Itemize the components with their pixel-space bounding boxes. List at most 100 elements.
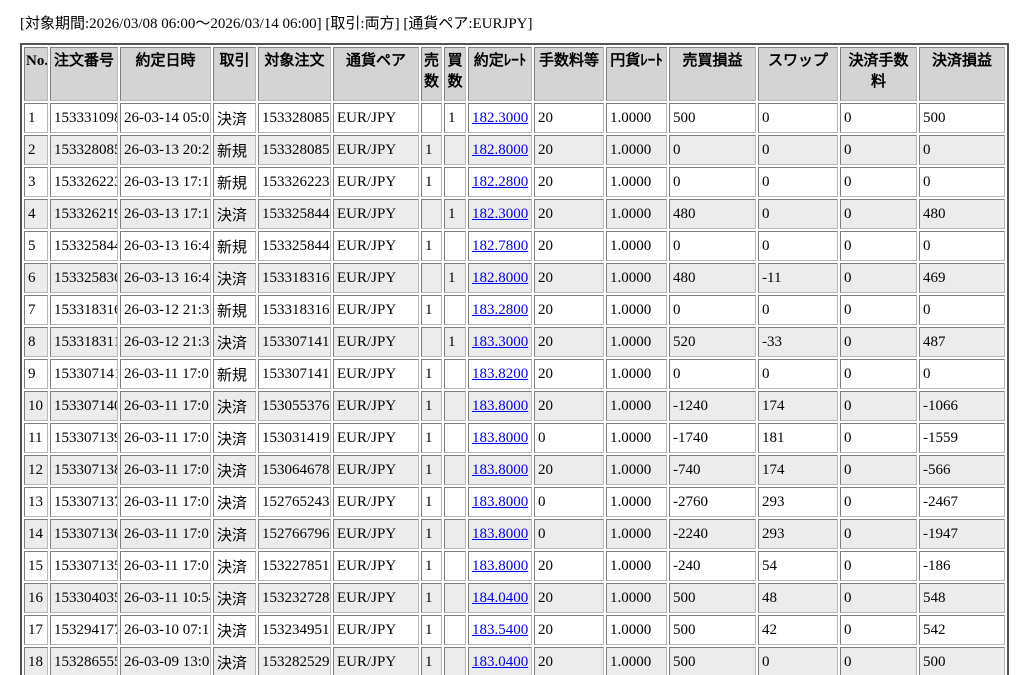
cell-sell-qty: 1 (421, 167, 442, 197)
cell-execution-datetime: 26-03-11 17:01 (120, 455, 211, 485)
col-header-swap: スワップ (758, 47, 838, 101)
execution-rate-link[interactable]: 183.8000 (472, 461, 529, 478)
execution-rate-link[interactable]: 183.0400 (472, 653, 529, 670)
cell-execution-datetime: 26-03-11 17:01 (120, 519, 211, 549)
cell-execution-rate: 182.2800 (468, 167, 532, 197)
execution-rate-link[interactable]: 182.3000 (472, 109, 529, 126)
cell-buy-qty (444, 647, 466, 675)
cell-settlement-fee: 0 (840, 263, 917, 293)
cell-target-order: 152766796 (258, 519, 331, 549)
cell-buy-qty (444, 615, 466, 645)
cell-sell-qty: 1 (421, 519, 442, 549)
cell-no: 6 (24, 263, 48, 293)
col-header-currency-pair: 通貨ペア (333, 47, 419, 101)
cell-fees: 20 (534, 103, 604, 133)
cell-execution-datetime: 26-03-13 16:43 (120, 263, 211, 293)
execution-rate-link[interactable]: 182.8000 (472, 269, 529, 286)
cell-trade-type: 決済 (213, 647, 256, 675)
cell-sell-qty (421, 103, 442, 133)
cell-settlement-fee: 0 (840, 487, 917, 517)
cell-execution-rate: 183.8000 (468, 391, 532, 421)
cell-no: 18 (24, 647, 48, 675)
execution-rate-link[interactable]: 183.8200 (472, 365, 529, 382)
cell-fees: 20 (534, 199, 604, 229)
cell-swap: 42 (758, 615, 838, 645)
cell-execution-datetime: 26-03-13 20:26 (120, 135, 211, 165)
cell-no: 8 (24, 327, 48, 357)
execution-rate-link[interactable]: 183.8000 (472, 525, 529, 542)
col-header-settlement-fee: 決済手数料 (840, 47, 917, 101)
cell-settlement-pl: 542 (919, 615, 1005, 645)
cell-buy-qty (444, 295, 466, 325)
cell-trade-type: 決済 (213, 455, 256, 485)
cell-trading-pl: 480 (669, 263, 756, 293)
execution-rate-link[interactable]: 182.3000 (472, 205, 529, 222)
cell-settlement-pl: 0 (919, 295, 1005, 325)
execution-rate-link[interactable]: 183.8000 (472, 397, 529, 414)
cell-trading-pl: 0 (669, 167, 756, 197)
table-header-row: No. 注文番号 約定日時 取引 対象注文 通貨ペア 売数 買数 約定ﾚｰﾄ 手… (24, 47, 1005, 101)
cell-jpy-rate: 1.0000 (606, 167, 667, 197)
execution-rate-link[interactable]: 183.8000 (472, 557, 529, 574)
col-header-execution-datetime: 約定日時 (120, 47, 211, 101)
cell-trade-type: 決済 (213, 423, 256, 453)
cell-settlement-fee: 0 (840, 391, 917, 421)
table-row: 5 153325844 26-03-13 16:43 新規 153325844 EUR/J… (24, 231, 1005, 261)
col-header-trading-pl: 売買損益 (669, 47, 756, 101)
execution-rate-link[interactable]: 183.5400 (472, 621, 529, 638)
execution-rate-link[interactable]: 183.3000 (472, 333, 529, 350)
cell-target-order: 153307141 (258, 327, 331, 357)
col-header-jpy-rate: 円貨ﾚｰﾄ (606, 47, 667, 101)
cell-trade-type: 決済 (213, 391, 256, 421)
cell-swap: 293 (758, 487, 838, 517)
table-row: 9 153307141 26-03-11 17:01 新規 153307141 EUR/J… (24, 359, 1005, 389)
table-row: 17 153294177 26-03-10 07:10 決済 153234951 EUR/… (24, 615, 1005, 645)
cell-jpy-rate: 1.0000 (606, 359, 667, 389)
cell-target-order: 153325844 (258, 231, 331, 261)
cell-buy-qty (444, 551, 466, 581)
cell-buy-qty (444, 135, 466, 165)
cell-settlement-fee: 0 (840, 519, 917, 549)
cell-order-number: 153294177 (50, 615, 118, 645)
cell-execution-datetime: 26-03-11 10:54 (120, 583, 211, 613)
cell-fees: 20 (534, 551, 604, 581)
cell-swap: 54 (758, 551, 838, 581)
cell-jpy-rate: 1.0000 (606, 519, 667, 549)
execution-rate-link[interactable]: 182.7800 (472, 237, 529, 254)
cell-settlement-fee: 0 (840, 583, 917, 613)
cell-no: 16 (24, 583, 48, 613)
cell-order-number: 153318311 (50, 327, 118, 357)
cell-currency-pair: EUR/JPY (333, 551, 419, 581)
execution-rate-link[interactable]: 182.2800 (472, 173, 529, 190)
cell-sell-qty: 1 (421, 455, 442, 485)
cell-settlement-fee: 0 (840, 167, 917, 197)
cell-sell-qty: 1 (421, 231, 442, 261)
cell-buy-qty (444, 231, 466, 261)
execution-rate-link[interactable]: 183.8000 (472, 493, 529, 510)
cell-buy-qty (444, 391, 466, 421)
execution-rate-link[interactable]: 183.2800 (472, 301, 529, 318)
col-header-sell-qty: 売数 (421, 47, 442, 101)
cell-settlement-fee: 0 (840, 647, 917, 675)
cell-jpy-rate: 1.0000 (606, 455, 667, 485)
cell-sell-qty: 1 (421, 135, 442, 165)
cell-swap: 174 (758, 455, 838, 485)
cell-execution-datetime: 26-03-13 17:11 (120, 199, 211, 229)
execution-rate-link[interactable]: 183.8000 (472, 429, 529, 446)
cell-swap: 174 (758, 391, 838, 421)
cell-swap: 0 (758, 359, 838, 389)
cell-execution-rate: 183.5400 (468, 615, 532, 645)
cell-swap: -33 (758, 327, 838, 357)
cell-trade-type: 新規 (213, 135, 256, 165)
cell-execution-datetime: 26-03-13 16:43 (120, 231, 211, 261)
cell-settlement-fee: 0 (840, 135, 917, 165)
cell-execution-datetime: 26-03-11 17:01 (120, 551, 211, 581)
cell-execution-rate: 183.8000 (468, 487, 532, 517)
cell-jpy-rate: 1.0000 (606, 583, 667, 613)
cell-execution-rate: 183.2800 (468, 295, 532, 325)
execution-rate-link[interactable]: 184.0400 (472, 589, 529, 606)
cell-settlement-fee: 0 (840, 199, 917, 229)
cell-swap: -11 (758, 263, 838, 293)
col-header-execution-rate: 約定ﾚｰﾄ (468, 47, 532, 101)
execution-rate-link[interactable]: 182.8000 (472, 141, 529, 158)
